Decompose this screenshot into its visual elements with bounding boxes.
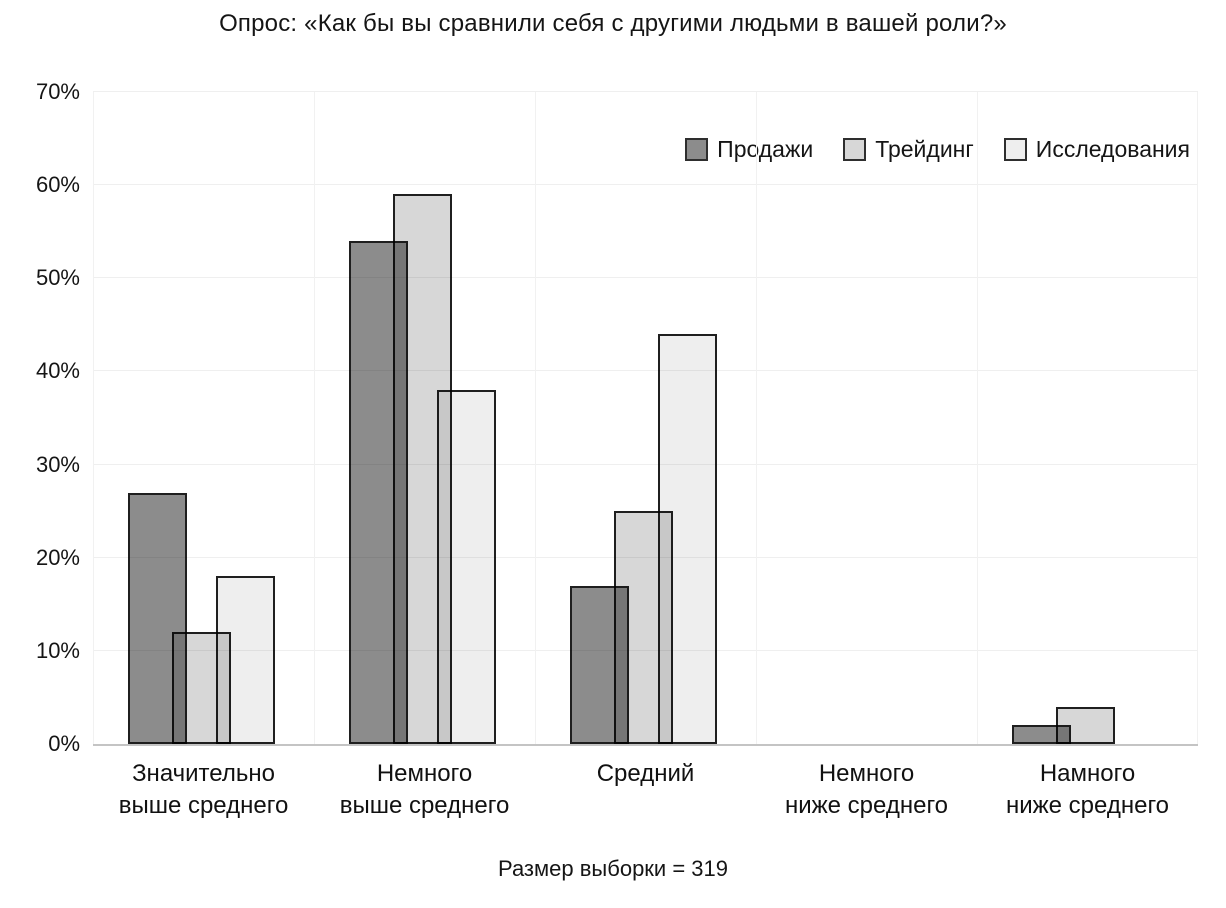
x-tick-label: Немного выше среднего [339,760,510,819]
x-tick-label: Намного ниже среднего [1005,760,1170,819]
gridline-horizontal [93,370,1198,372]
x-tick-label: Средний [596,760,695,787]
legend-label: Исследования [1035,136,1190,162]
legend: Продажи Трейдинг Исследования [685,136,1190,163]
legend-item-Исследования: Исследования [1003,136,1190,163]
legend-item-Трейдинг: Трейдинг [843,136,974,163]
y-tick-label: 10% [35,637,80,663]
y-tick-label: 50% [35,265,80,291]
gridline-vertical [93,92,94,744]
y-tick-label: 40% [35,358,80,384]
gridline-horizontal [93,91,1198,92]
gridline-horizontal [93,463,1198,465]
legend-label: Трейдинг [875,136,974,162]
bar-Трейдинг-5 [1055,706,1115,744]
y-tick-label: 60% [35,172,80,198]
x-tick-label: Немного ниже среднего [784,760,949,819]
legend-item-Продажи: Продажи [685,136,813,163]
gridline-vertical [314,92,315,744]
gridline-vertical [977,92,978,744]
gridline-horizontal [93,277,1198,279]
bar-Исследования-3 [657,334,717,744]
y-tick-label: 0% [48,731,80,756]
legend-swatch-icon [685,138,709,161]
gridline-vertical [756,92,757,744]
x-tick-label: Значительно выше среднего [118,760,289,819]
y-tick-label: 20% [35,544,80,570]
gridline-vertical [535,92,536,744]
legend-swatch-icon [843,138,867,161]
plot-area: Продажи Трейдинг Исследования [93,91,1198,746]
gridline-vertical [1197,92,1198,744]
gridline-horizontal [93,184,1198,186]
chart-title: Опрос: «Как бы вы сравнили себя с другим… [219,10,1007,37]
legend-swatch-icon [1003,138,1027,161]
sample-size-note: Размер выборки = 319 [498,856,728,881]
y-tick-label: 30% [35,451,80,477]
y-tick-label: 70% [35,79,80,104]
y-axis: 0% 10% 20% 30% 40% 50% 60% 70% [0,79,80,756]
bar-Исследования-1 [215,576,275,744]
legend-label: Продажи [717,136,814,162]
bar-Исследования-2 [436,390,496,744]
